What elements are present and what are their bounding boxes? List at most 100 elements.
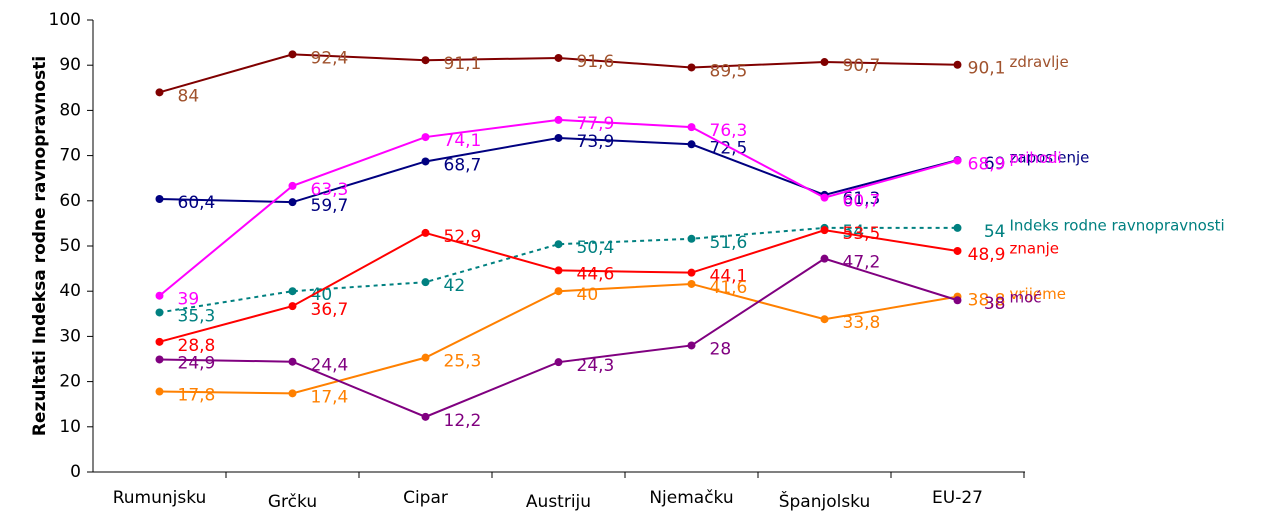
point [820,315,829,324]
point [953,223,962,232]
value-label: 42 [444,276,466,296]
series-name: vrijeme [1010,285,1066,303]
value-label: 54 [984,222,1006,242]
point [820,226,829,235]
y-tick-label: 20 [59,372,81,392]
value-label: 39 [178,290,200,310]
point [288,181,297,190]
point [953,156,962,165]
point [554,266,563,275]
value-label: 90,7 [843,56,881,76]
point [953,60,962,69]
value-label: 24,9 [178,353,216,373]
value-label: 54 [843,222,865,242]
value-label: 60,7 [843,192,881,212]
value-label: 47,2 [843,253,881,273]
value-label: 50,4 [577,238,615,258]
value-label: 12,2 [444,411,482,431]
y-tick-label: 90 [59,55,81,75]
y-tick-label: 30 [59,326,81,346]
value-label: 44,1 [710,267,748,287]
point [288,287,297,296]
series-line [159,136,958,204]
value-label: 24,3 [577,356,615,376]
y-axis-title: Rezultati Indeksa rodne ravnopravnosti [30,56,50,436]
y-tick-label: 60 [59,191,81,211]
y-tick-label: 50 [59,236,81,256]
point [421,157,430,166]
y-tick-label: 10 [59,417,81,437]
series-line [159,282,958,395]
value-label: 17,4 [311,387,349,407]
series-name: moć [1010,289,1042,307]
point [155,387,164,396]
value-label: 44,6 [577,264,615,284]
point [288,302,297,311]
value-label: 74,1 [444,131,482,151]
point [687,63,696,72]
value-label: 28,8 [178,336,216,356]
value-label: 53,5 [843,224,881,244]
point [687,341,696,350]
point [687,140,696,149]
x-tick-label: Njemačku [649,488,733,508]
y-tick-label: 40 [59,281,81,301]
point [421,133,430,142]
value-label: 69 [984,154,1006,174]
point [155,291,164,300]
value-label: 61,3 [843,189,881,209]
point [421,278,430,287]
point [953,296,962,305]
value-label: 48,9 [968,245,1006,265]
point [288,389,297,398]
point [421,56,430,65]
point [288,50,297,59]
value-label: 51,6 [710,233,748,253]
value-label: 28 [710,339,732,359]
point [554,240,563,249]
point [421,228,430,237]
point [155,355,164,364]
point [687,279,696,288]
point [421,353,430,362]
point [554,115,563,124]
y-tick-label: 100 [49,10,81,30]
value-label: 68,7 [444,155,482,175]
value-label: 76,3 [710,121,748,141]
series-name: zdravlje [1010,53,1069,71]
value-label: 68,9 [968,155,1006,175]
value-label: 38,8 [968,291,1006,311]
value-label: 40 [311,285,333,305]
value-label: 77,9 [577,114,615,134]
value-label: 89,5 [710,61,748,81]
value-label: 52,9 [444,227,482,247]
point [288,198,297,207]
value-label: 24,4 [311,356,349,376]
x-tick-label: Grčku [268,492,317,512]
point [421,412,430,421]
y-tick-label: 0 [70,462,81,482]
point [687,234,696,243]
value-label: 33,8 [843,313,881,333]
value-label: 92,4 [311,48,349,68]
series-name: zaposlenje [1010,149,1090,167]
value-label: 40 [577,285,599,305]
value-label: 35,3 [178,306,216,326]
value-label: 25,3 [444,352,482,372]
value-label: 38 [984,294,1006,314]
point [554,358,563,367]
point [155,194,164,203]
y-tick-label: 70 [59,146,81,166]
series-name: znanje [1010,239,1059,257]
series-name: Indeks rodne ravnopravnosti [1010,216,1225,234]
point [687,268,696,277]
point [820,58,829,67]
value-label: 72,5 [710,138,748,158]
point [820,193,829,202]
value-label: 60,4 [178,193,216,213]
y-tick-label: 80 [59,100,81,120]
point [554,53,563,62]
value-label: 91,6 [577,52,615,72]
value-label: 63,3 [311,180,349,200]
